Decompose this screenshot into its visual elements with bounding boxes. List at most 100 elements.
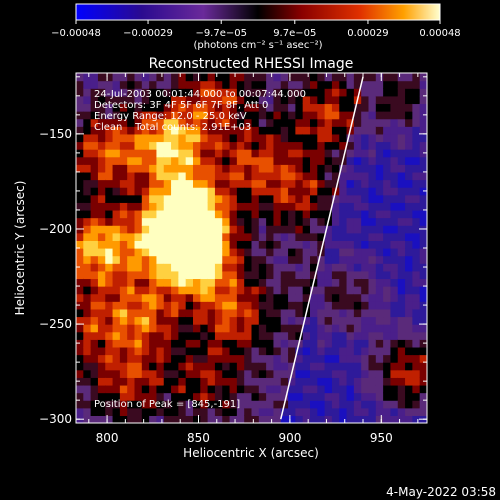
heatmap-cell <box>295 324 304 333</box>
heatmap-cell <box>375 286 384 295</box>
heatmap-cell <box>163 111 172 120</box>
heatmap-cell <box>119 232 128 241</box>
heatmap-cell <box>193 95 201 105</box>
heatmap-cell <box>258 346 267 356</box>
heatmap-cell <box>134 248 143 257</box>
heatmap-cell <box>397 149 406 158</box>
heatmap-cell <box>83 255 92 264</box>
heatmap-cell <box>83 194 92 203</box>
heatmap-cell <box>185 95 194 105</box>
heatmap-cell <box>383 369 392 378</box>
heatmap-cell <box>163 331 172 340</box>
heatmap-cell <box>412 407 421 416</box>
heatmap-cell <box>105 392 114 401</box>
heatmap-cell <box>302 209 311 219</box>
heatmap-cell <box>390 141 399 150</box>
heatmap-cell <box>244 225 253 234</box>
heatmap-cell <box>258 255 267 264</box>
heatmap-cell <box>83 164 92 173</box>
heatmap-cell <box>273 392 282 401</box>
heatmap-cell <box>288 187 296 196</box>
heatmap-cell <box>83 126 92 135</box>
heatmap-cell <box>97 156 106 165</box>
heatmap-cell <box>236 156 245 165</box>
heatmap-cell <box>76 384 84 394</box>
heatmap-cell <box>346 202 355 211</box>
heatmap-cell <box>222 179 231 188</box>
heatmap-cell <box>200 407 209 416</box>
heatmap-cell <box>222 149 231 158</box>
heatmap-cell <box>397 217 406 226</box>
heatmap-cell <box>375 415 384 423</box>
heatmap-cell <box>302 286 311 295</box>
heatmap-cell <box>302 88 311 97</box>
heatmap-cell <box>134 187 143 196</box>
heatmap-cell <box>163 164 172 173</box>
heatmap-cell <box>193 377 201 386</box>
heatmap-cell <box>149 141 158 150</box>
heatmap-cell <box>375 240 384 249</box>
heatmap-cell <box>353 278 362 287</box>
heatmap-cell <box>375 384 384 394</box>
heatmap-cell <box>134 316 143 325</box>
heatmap-cell <box>97 270 106 280</box>
heatmap-cell <box>339 133 348 143</box>
heatmap-cell <box>112 194 121 203</box>
heatmap-cell <box>288 141 296 150</box>
heatmap-cell <box>317 232 326 241</box>
heatmap-cell <box>251 407 260 416</box>
heatmap-cell <box>83 293 92 302</box>
heatmap-cell <box>149 293 158 302</box>
heatmap-cell <box>141 278 150 287</box>
heatmap-cell <box>193 248 201 257</box>
heatmap-cell <box>83 346 92 356</box>
heatmap-cell <box>105 255 114 264</box>
heatmap-cell <box>266 187 275 196</box>
heatmap-cell <box>324 286 333 295</box>
heatmap-cell <box>288 149 296 158</box>
heatmap-cell <box>97 286 106 295</box>
heatmap-cell <box>171 133 179 143</box>
heatmap-cell <box>302 73 311 82</box>
heatmap-cell <box>127 248 136 257</box>
heatmap-cell <box>346 209 355 219</box>
heatmap-cell <box>214 240 223 249</box>
heatmap-cell <box>375 354 384 363</box>
heatmap-cell <box>280 407 289 416</box>
heatmap-cell <box>119 324 128 333</box>
heatmap-cell <box>76 362 84 371</box>
heatmap-cell <box>185 308 194 318</box>
heatmap-cell <box>280 126 289 135</box>
heatmap-cell <box>193 103 201 112</box>
heatmap-cell <box>163 240 172 249</box>
heatmap-cell <box>236 232 245 241</box>
heatmap-cell <box>178 179 187 188</box>
heatmap-cell <box>156 118 165 127</box>
heatmap-cell <box>258 331 267 340</box>
heatmap-cell <box>324 171 333 181</box>
heatmap-cell <box>258 278 267 287</box>
heatmap-cell <box>134 209 143 219</box>
heatmap-cell <box>141 202 150 211</box>
heatmap-cell <box>419 209 427 219</box>
heatmap-cell <box>302 141 311 150</box>
heatmap-cell <box>353 248 362 257</box>
heatmap-cell <box>317 80 326 89</box>
heatmap-cell <box>331 263 340 272</box>
heatmap-cell <box>156 95 165 105</box>
heatmap-cell <box>353 301 362 310</box>
heatmap-cell <box>339 111 348 120</box>
heatmap-cell <box>346 346 355 356</box>
heatmap-cell <box>236 111 245 120</box>
heatmap-cell <box>171 73 179 82</box>
heatmap-cell <box>222 187 231 196</box>
heatmap-cell <box>141 346 150 356</box>
heatmap-cell <box>178 384 187 394</box>
heatmap-cell <box>97 400 106 409</box>
heatmap-cell <box>288 346 296 356</box>
heatmap-cell <box>149 278 158 287</box>
heatmap-cell <box>251 73 260 82</box>
heatmap-cell <box>383 263 392 272</box>
heatmap-cell <box>361 156 370 165</box>
heatmap-cell <box>310 415 318 423</box>
